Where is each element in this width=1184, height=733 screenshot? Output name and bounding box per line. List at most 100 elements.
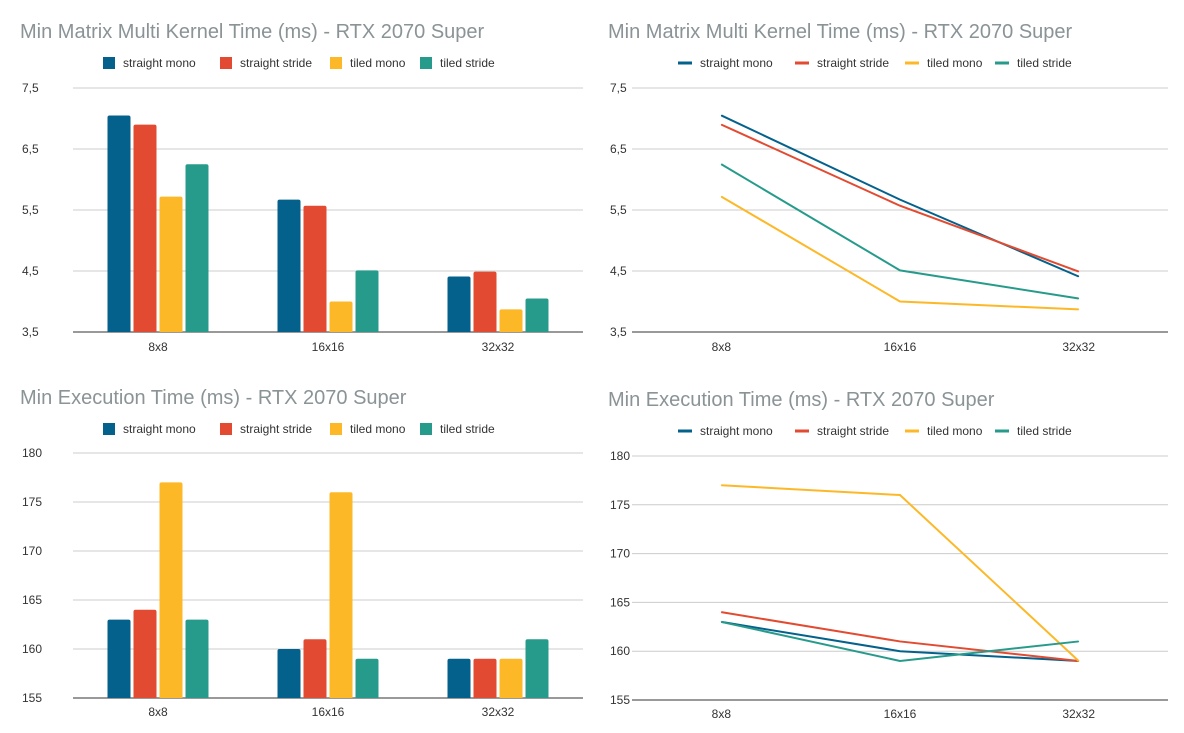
data-point — [899, 205, 901, 207]
legend-label: tiled mono — [350, 422, 406, 436]
data-point — [1078, 297, 1080, 299]
y-tick-label: 3,5 — [610, 325, 627, 339]
y-tick-label: 155 — [22, 691, 42, 705]
bar — [355, 658, 379, 698]
y-tick-label: 170 — [22, 544, 42, 558]
chart-title: Min Matrix Multi Kernel Time (ms) - RTX … — [20, 21, 485, 43]
bar — [277, 649, 301, 698]
legend-label: straight stride — [240, 56, 312, 70]
y-tick-label: 180 — [610, 449, 630, 463]
y-tick-label: 155 — [610, 693, 630, 707]
legend-label: tiled stride — [440, 56, 495, 70]
legend-swatch — [330, 57, 342, 69]
x-tick-label: 8x8 — [148, 705, 168, 719]
bar — [107, 115, 131, 332]
data-point — [720, 611, 722, 613]
bar — [185, 619, 209, 698]
legend-swatch — [220, 57, 232, 69]
bar — [525, 639, 549, 698]
legend-swatch — [420, 423, 432, 435]
y-tick-label: 160 — [610, 644, 630, 658]
data-point — [720, 621, 722, 623]
bar — [329, 301, 353, 332]
chart-kernel-line: Min Matrix Multi Kernel Time (ms) - RTX … — [588, 0, 1184, 364]
chart-kernel-bar: Min Matrix Multi Kernel Time (ms) - RTX … — [0, 0, 592, 364]
legend-swatch — [103, 423, 115, 435]
y-tick-label: 3,5 — [22, 325, 39, 339]
bar — [499, 658, 523, 698]
bar — [159, 482, 183, 698]
bar — [473, 658, 497, 698]
y-tick-label: 4,5 — [610, 264, 627, 278]
legend-label: tiled stride — [1017, 56, 1072, 70]
bar — [277, 199, 301, 332]
y-tick-label: 165 — [22, 593, 42, 607]
data-point — [1078, 271, 1080, 273]
data-point — [899, 494, 901, 496]
legend-swatch — [330, 423, 342, 435]
y-tick-label: 5,5 — [22, 203, 39, 217]
y-tick-label: 165 — [610, 595, 630, 609]
data-point — [899, 650, 901, 652]
legend-swatch — [420, 57, 432, 69]
y-tick-label: 7,5 — [610, 81, 627, 95]
bar — [525, 298, 549, 332]
x-tick-label: 16x16 — [884, 707, 917, 721]
bar — [329, 492, 353, 698]
data-point — [1078, 660, 1080, 662]
legend-label: straight mono — [123, 422, 196, 436]
legend-label: tiled stride — [1017, 424, 1072, 438]
legend-label: straight mono — [123, 56, 196, 70]
series-line — [720, 163, 1079, 300]
y-tick-label: 7,5 — [22, 81, 39, 95]
chart-title: Min Matrix Multi Kernel Time (ms) - RTX … — [608, 21, 1073, 43]
legend-label: tiled mono — [350, 56, 406, 70]
data-point — [899, 640, 901, 642]
legend-label: tiled mono — [927, 424, 983, 438]
legend-label: tiled stride — [440, 422, 495, 436]
legend-label: straight mono — [700, 424, 773, 438]
legend-label: straight stride — [240, 422, 312, 436]
bar — [185, 164, 209, 332]
data-point — [1078, 640, 1080, 642]
bar — [447, 276, 471, 332]
x-tick-label: 32x32 — [482, 705, 515, 719]
x-tick-label: 32x32 — [482, 340, 515, 354]
bar — [159, 196, 183, 332]
legend-label: straight mono — [700, 56, 773, 70]
y-tick-label: 170 — [610, 547, 630, 561]
y-tick-label: 4,5 — [22, 264, 39, 278]
bar — [447, 658, 471, 698]
data-point — [1078, 275, 1080, 277]
bar — [303, 205, 327, 332]
legend-swatch — [220, 423, 232, 435]
x-tick-label: 32x32 — [1062, 340, 1095, 354]
series-line — [720, 123, 1080, 273]
x-tick-label: 8x8 — [148, 340, 168, 354]
legend-label: straight stride — [817, 424, 889, 438]
y-tick-label: 5,5 — [610, 203, 627, 217]
chart-execution-bar: Min Execution Time (ms) - RTX 2070 Super… — [0, 364, 592, 728]
legend-label: straight stride — [817, 56, 889, 70]
data-point — [720, 124, 722, 126]
bar — [133, 124, 157, 332]
bar — [107, 619, 131, 698]
data-point — [899, 269, 901, 271]
bar — [473, 271, 497, 332]
y-tick-label: 6,5 — [610, 142, 627, 156]
data-point — [899, 301, 901, 302]
data-point — [899, 199, 901, 201]
chart-execution-line: Min Execution Time (ms) - RTX 2070 Super… — [588, 364, 1184, 728]
x-tick-label: 8x8 — [712, 340, 732, 354]
chart-kernel-bar-svg: Min Matrix Multi Kernel Time (ms) - RTX … — [20, 21, 583, 354]
data-point — [1078, 308, 1080, 310]
chart-execution-bar-svg: Min Execution Time (ms) - RTX 2070 Super… — [20, 387, 583, 719]
bar — [303, 639, 327, 698]
bar — [499, 309, 523, 332]
x-tick-label: 32x32 — [1062, 707, 1095, 721]
x-tick-label: 16x16 — [312, 705, 345, 719]
chart-execution-line-svg: Min Execution Time (ms) - RTX 2070 Super… — [608, 389, 1168, 721]
data-point — [899, 660, 901, 662]
chart-title: Min Execution Time (ms) - RTX 2070 Super — [608, 389, 995, 411]
data-point — [720, 196, 722, 198]
